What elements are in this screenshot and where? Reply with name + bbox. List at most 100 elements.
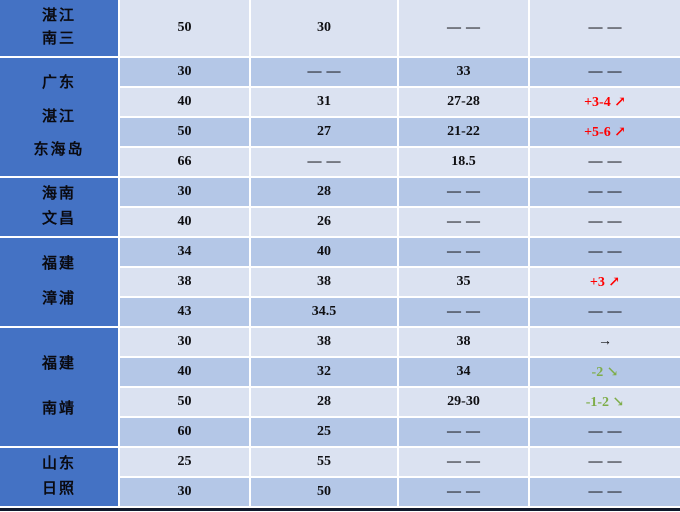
value-cell[interactable]: ——: [251, 148, 399, 178]
region-label-line: 湛江: [41, 108, 76, 125]
value-cell[interactable]: 50: [251, 478, 399, 508]
value-cell[interactable]: 32: [251, 358, 399, 388]
trend-cell[interactable]: ——: [530, 58, 680, 88]
value-cell[interactable]: ——: [399, 238, 530, 268]
table-row: 30 50 —— ——: [0, 478, 680, 508]
value-cell[interactable]: ——: [399, 0, 530, 58]
value-cell[interactable]: 40: [120, 88, 251, 118]
region-cell[interactable]: 广东 湛江 东海岛: [0, 58, 120, 178]
value-cell[interactable]: 30: [120, 58, 251, 88]
bottom-edge-line: [0, 508, 680, 511]
table-row: 60 25 —— ——: [0, 418, 680, 448]
value-cell[interactable]: 66: [120, 148, 251, 178]
region-cell[interactable]: 福建 南靖: [0, 328, 120, 448]
value-cell[interactable]: 26: [251, 208, 399, 238]
value-cell[interactable]: 55: [251, 448, 399, 478]
value-cell[interactable]: 30: [120, 478, 251, 508]
table-row: 40 32 34 -2 ↘: [0, 358, 680, 388]
value-cell[interactable]: 34: [399, 358, 530, 388]
region-label-line: 福建: [41, 256, 76, 273]
value-cell[interactable]: 40: [251, 238, 399, 268]
value-cell[interactable]: 27-28: [399, 88, 530, 118]
trend-cell[interactable]: ——: [530, 448, 680, 478]
value-cell[interactable]: ——: [251, 58, 399, 88]
value-cell[interactable]: ——: [399, 298, 530, 328]
trend-cell[interactable]: ——: [530, 208, 680, 238]
table-row: 福建 南靖 30 38 38 →: [0, 328, 680, 448]
value-cell[interactable]: 28: [251, 388, 399, 418]
region-label: 广东 湛江 东海岛: [0, 58, 118, 176]
region-label-line: 南靖: [41, 400, 76, 417]
trend-cell[interactable]: ——: [530, 148, 680, 178]
trend-cell[interactable]: +3 ↗: [530, 268, 680, 298]
trend-cell[interactable]: ——: [530, 478, 680, 508]
region-label-line: 山东: [41, 456, 76, 473]
value-cell[interactable]: 50: [120, 0, 251, 58]
trend-cell[interactable]: ——: [530, 178, 680, 208]
trend-cell[interactable]: →: [530, 328, 680, 358]
value-cell[interactable]: 30: [120, 178, 251, 208]
region-label-line: 日照: [41, 480, 76, 497]
table-row: 43 34.5 —— ——: [0, 298, 680, 328]
value-cell[interactable]: 27: [251, 118, 399, 148]
value-cell[interactable]: 25: [251, 418, 399, 448]
table-row: 50 28 29-30 -1-2 ↘: [0, 388, 680, 418]
table-row: 38 38 35 +3 ↗: [0, 268, 680, 298]
value-cell[interactable]: 31: [251, 88, 399, 118]
value-cell[interactable]: 34: [120, 238, 251, 268]
trend-cell[interactable]: ——: [530, 418, 680, 448]
value-cell[interactable]: 25: [120, 448, 251, 478]
value-cell[interactable]: 38: [251, 328, 399, 358]
value-cell[interactable]: 38: [399, 328, 530, 358]
region-label-line: 广东: [41, 75, 76, 92]
value-cell[interactable]: ——: [399, 478, 530, 508]
trend-cell[interactable]: +5-6 ↗: [530, 118, 680, 148]
table-row: 40 26 —— ——: [0, 208, 680, 238]
value-cell[interactable]: ——: [399, 178, 530, 208]
value-cell[interactable]: 35: [399, 268, 530, 298]
value-cell[interactable]: ——: [399, 208, 530, 238]
value-cell[interactable]: 18.5: [399, 148, 530, 178]
region-label: 山东 日照: [0, 448, 118, 506]
region-label: 福建 南靖: [0, 328, 118, 446]
region-label: 湛江 南三: [0, 0, 118, 56]
trend-cell[interactable]: +3-4 ↗: [530, 88, 680, 118]
region-label-line: 福建: [41, 356, 76, 373]
region-label-line: 湛江: [41, 7, 76, 24]
table-row: 海南 文昌 30 28 —— ——: [0, 178, 680, 238]
region-cell[interactable]: 山东 日照: [0, 448, 120, 508]
trend-cell[interactable]: ——: [530, 0, 680, 58]
value-cell[interactable]: 60: [120, 418, 251, 448]
trend-cell[interactable]: -2 ↘: [530, 358, 680, 388]
region-label-line: 南三: [41, 31, 76, 48]
value-cell[interactable]: ——: [399, 448, 530, 478]
value-cell[interactable]: 38: [120, 268, 251, 298]
region-cell[interactable]: 海南 文昌: [0, 178, 120, 238]
value-cell[interactable]: 28: [251, 178, 399, 208]
value-cell[interactable]: 21-22: [399, 118, 530, 148]
value-cell[interactable]: 50: [120, 388, 251, 418]
value-cell[interactable]: 30: [251, 0, 399, 58]
value-cell[interactable]: 34.5: [251, 298, 399, 328]
value-cell[interactable]: 38: [251, 268, 399, 298]
trend-cell[interactable]: -1-2 ↘: [530, 388, 680, 418]
value-cell[interactable]: ——: [399, 418, 530, 448]
table-row: 50 27 21-22 +5-6 ↗: [0, 118, 680, 148]
region-label-line: 漳浦: [41, 290, 76, 307]
table-row: 40 31 27-28 +3-4 ↗: [0, 88, 680, 118]
region-cell[interactable]: 福建 漳浦: [0, 238, 120, 328]
region-cell[interactable]: 湛江 南三: [0, 0, 120, 58]
value-cell[interactable]: 50: [120, 118, 251, 148]
trend-cell[interactable]: ——: [530, 298, 680, 328]
region-label-line: 海南: [41, 186, 76, 203]
value-cell[interactable]: 43: [120, 298, 251, 328]
trend-cell[interactable]: ——: [530, 238, 680, 268]
value-cell[interactable]: 40: [120, 358, 251, 388]
value-cell[interactable]: 33: [399, 58, 530, 88]
value-cell[interactable]: 40: [120, 208, 251, 238]
value-cell[interactable]: 30: [120, 328, 251, 358]
value-cell[interactable]: 29-30: [399, 388, 530, 418]
region-label: 福建 漳浦: [0, 238, 118, 326]
